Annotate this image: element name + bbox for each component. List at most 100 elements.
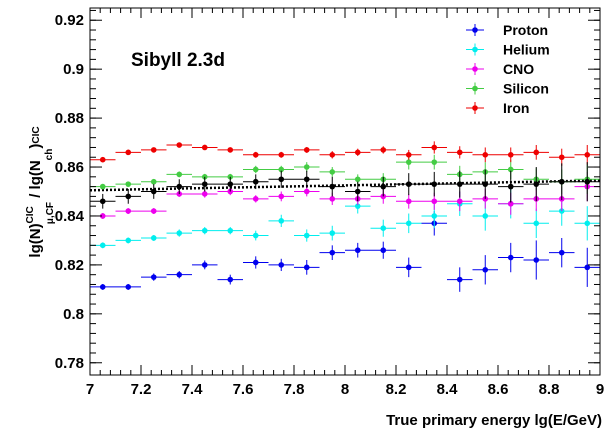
data-layer bbox=[89, 141, 601, 292]
legend-item-cno: CNO bbox=[466, 61, 534, 77]
legend-marker bbox=[472, 46, 478, 53]
legend-item-iron: Iron bbox=[466, 100, 529, 116]
data-point bbox=[150, 274, 157, 280]
data-point bbox=[354, 176, 361, 183]
data-point bbox=[533, 257, 540, 263]
data-point bbox=[252, 232, 259, 239]
data-point bbox=[303, 147, 310, 153]
data-point bbox=[456, 149, 463, 156]
data-point bbox=[431, 159, 438, 165]
data-point bbox=[431, 181, 438, 187]
data-point bbox=[380, 183, 387, 190]
data-point bbox=[125, 237, 132, 244]
y-axis-title-text: lg(N)CIC μ,CF / lg(Nch)CIC bbox=[25, 126, 56, 257]
data-point bbox=[278, 152, 285, 158]
y-tick-label: 0.8 bbox=[63, 306, 84, 323]
series-proton bbox=[90, 211, 600, 292]
data-point bbox=[303, 232, 310, 239]
data-point bbox=[533, 149, 540, 156]
data-point bbox=[278, 218, 285, 224]
data-point bbox=[456, 198, 463, 205]
x-tick-label: 8.4 bbox=[437, 381, 459, 398]
data-point bbox=[507, 200, 514, 207]
data-point bbox=[329, 152, 336, 158]
legend-item-helium: Helium bbox=[466, 42, 550, 58]
legend-label: CNO bbox=[503, 61, 534, 77]
y-tick-label: 0.84 bbox=[55, 208, 85, 225]
legend-item-proton: Proton bbox=[466, 22, 548, 38]
legend-marker bbox=[472, 105, 478, 111]
data-point bbox=[329, 249, 336, 256]
x-axis-title: True primary energy lg(E/GeV) bbox=[386, 412, 602, 429]
data-point bbox=[405, 181, 412, 187]
data-point bbox=[99, 284, 106, 290]
data-point bbox=[227, 276, 234, 283]
x-tick-label: 8.8 bbox=[539, 381, 560, 398]
data-point bbox=[125, 181, 132, 187]
data-point bbox=[533, 220, 540, 227]
data-point bbox=[329, 196, 336, 202]
legend-item-silicon: Silicon bbox=[466, 81, 549, 97]
x-tick-label: 8 bbox=[341, 381, 349, 398]
data-point bbox=[380, 247, 387, 254]
data-point bbox=[278, 166, 285, 173]
model-annotation: Sibyll 2.3d bbox=[131, 50, 225, 71]
data-point bbox=[252, 196, 259, 202]
data-point bbox=[431, 198, 438, 205]
data-point bbox=[278, 193, 285, 200]
data-point bbox=[176, 183, 183, 190]
data-point bbox=[456, 276, 463, 283]
data-point bbox=[558, 178, 565, 185]
data-point bbox=[533, 181, 540, 187]
data-point bbox=[227, 181, 234, 187]
x-tick-label: 8.2 bbox=[386, 381, 407, 398]
legend: Proton Helium CNO Silicon Iron bbox=[466, 22, 550, 116]
data-point bbox=[176, 271, 183, 278]
y-axis-title: lg(N)CIC μ,CF / lg(Nch)CIC bbox=[25, 126, 56, 257]
data-point bbox=[252, 166, 259, 173]
data-point bbox=[507, 152, 514, 158]
y-tick-label: 0.86 bbox=[55, 159, 84, 176]
data-point bbox=[431, 213, 438, 219]
y-tick-label: 0.88 bbox=[55, 110, 84, 127]
x-tick-label: 7 bbox=[86, 381, 94, 398]
data-point bbox=[99, 156, 106, 163]
x-tick-label: 7.8 bbox=[284, 381, 305, 398]
legend-label: Silicon bbox=[503, 81, 549, 97]
data-point bbox=[125, 284, 132, 290]
data-point bbox=[125, 208, 132, 214]
series-helium bbox=[90, 189, 600, 249]
data-point bbox=[354, 247, 361, 254]
data-point bbox=[380, 225, 387, 231]
data-point bbox=[329, 230, 336, 236]
x-tick-label: 8.6 bbox=[488, 381, 509, 398]
data-point bbox=[125, 149, 132, 156]
data-point bbox=[482, 266, 489, 273]
x-tick-label: 7.4 bbox=[182, 381, 204, 398]
data-point bbox=[176, 171, 183, 178]
data-point bbox=[227, 227, 234, 234]
legend-label: Iron bbox=[503, 100, 529, 116]
series-all bbox=[90, 162, 600, 209]
data-point bbox=[584, 178, 591, 185]
data-point bbox=[558, 249, 565, 256]
data-point bbox=[201, 191, 208, 197]
data-point bbox=[329, 169, 336, 175]
data-point bbox=[507, 254, 514, 261]
data-point bbox=[482, 181, 489, 187]
data-point bbox=[176, 230, 183, 236]
data-point bbox=[150, 208, 157, 214]
data-point bbox=[99, 183, 106, 190]
data-point bbox=[303, 164, 310, 170]
data-point bbox=[303, 176, 310, 183]
data-point bbox=[354, 188, 361, 195]
data-point bbox=[584, 264, 591, 271]
data-point bbox=[278, 176, 285, 183]
y-tick-label: 0.9 bbox=[63, 61, 84, 78]
data-point bbox=[558, 154, 565, 161]
legend-marker bbox=[472, 85, 478, 92]
legend-marker bbox=[472, 27, 478, 33]
x-tick-label: 9 bbox=[596, 381, 604, 398]
x-tick-label: 7.6 bbox=[233, 381, 254, 398]
